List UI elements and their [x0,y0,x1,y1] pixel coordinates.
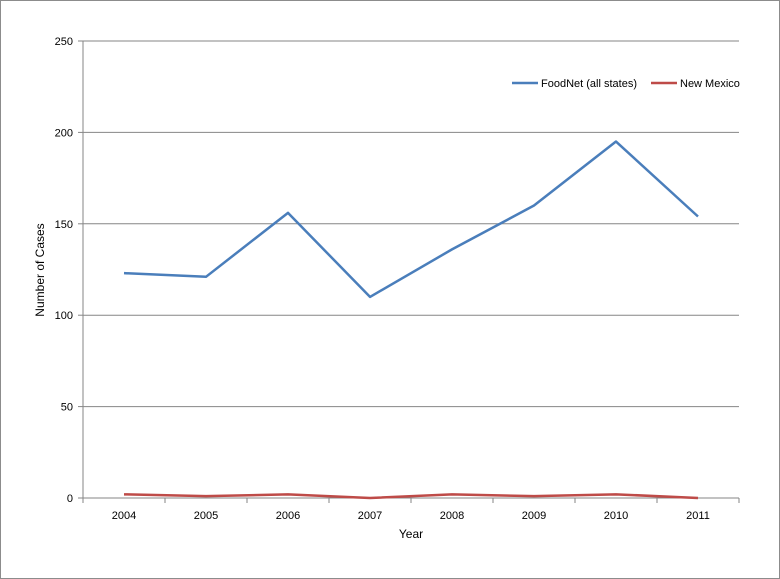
x-axis-ticks: 2004 2005 2006 2007 2008 2009 2010 2011 [82,498,740,522]
y-axis-ticks: 0 50 100 150 200 250 [55,36,83,505]
x-tick-label: 2005 [194,510,218,522]
x-tick-label: 2004 [112,510,136,522]
y-axis-title: Number of Cases [33,223,47,316]
x-axis-title: Year [399,527,423,541]
x-tick-label: 2008 [440,510,464,522]
y-tick-label: 150 [55,219,73,231]
x-tick-label: 2007 [358,510,382,522]
x-tick-label: 2010 [604,510,628,522]
gridlines [82,40,739,499]
legend-label-0: FoodNet (all states) [541,78,637,90]
legend-label-1: New Mexico [680,78,740,90]
y-tick-label: 250 [55,36,73,48]
y-tick-label: 50 [61,402,73,414]
x-tick-label: 2009 [522,510,546,522]
series-line-0 [123,140,699,299]
series-lines [123,140,699,500]
y-tick-label: 100 [55,310,73,322]
x-tick-label: 2006 [276,510,300,522]
y-tick-label: 0 [67,493,73,505]
y-tick-label: 200 [55,127,73,139]
x-tick-label: 2011 [686,510,710,522]
series-line-1 [123,493,699,500]
legend: FoodNet (all states) New Mexico [512,78,740,90]
